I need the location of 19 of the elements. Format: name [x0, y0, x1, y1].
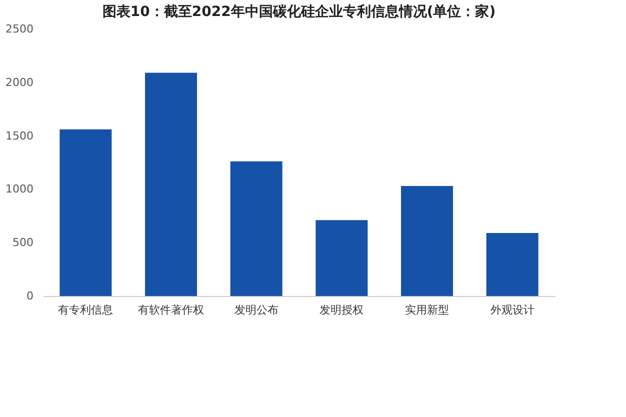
x-tick-label: 发明公布 [234, 304, 278, 316]
y-tick-label: 1000 [6, 182, 34, 196]
x-tick-label: 有专利信息 [58, 304, 114, 316]
y-tick-label: 2500 [6, 22, 34, 36]
y-tick-label: 500 [12, 236, 34, 250]
x-tick-label: 外观设计 [490, 304, 534, 316]
bar [401, 186, 453, 296]
bar [230, 161, 282, 296]
y-tick-label: 1500 [6, 129, 34, 142]
x-tick-label: 实用新型 [405, 304, 449, 316]
bar [486, 232, 538, 296]
y-tick-label: 0 [26, 290, 34, 302]
bar [145, 72, 197, 296]
y-tick-label: 2000 [6, 76, 34, 89]
bar [60, 129, 112, 296]
chart-title: 图表10：截至2022年中国碳化硅企业专利信息情况(单位：家) [102, 3, 496, 20]
x-tick-label: 有软件著作权 [138, 304, 204, 316]
bar [316, 220, 368, 296]
x-tick-label: 发明授权 [320, 304, 364, 316]
